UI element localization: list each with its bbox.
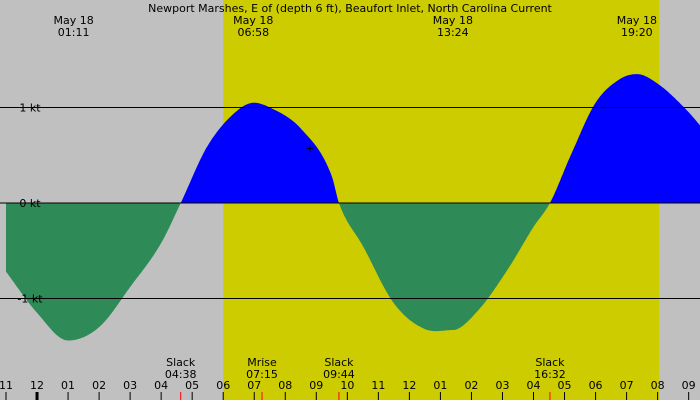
x-tick-label-8: 07 (247, 379, 261, 392)
x-tick-label-4: 03 (123, 379, 137, 392)
top-date-label-2: May 18 (433, 14, 473, 27)
x-tick-label-0: 11 (0, 379, 13, 392)
cursor-marker: + (305, 142, 314, 155)
event-time-1: 07:15 (246, 368, 278, 381)
ebb-area-0 (6, 203, 181, 341)
x-tick-label-1: 12 (30, 379, 44, 392)
event-time-2: 09:44 (323, 368, 355, 381)
top-time-label-0: 01:11 (58, 26, 90, 39)
top-time-label-2: 13:24 (437, 26, 469, 39)
event-name-3: Slack (535, 356, 565, 369)
y-tick-label-0: 1 kt (19, 102, 41, 115)
x-tick-label-5: 04 (154, 379, 168, 392)
top-time-label-3: 19:20 (621, 26, 653, 39)
event-time-0: 04:38 (165, 368, 197, 381)
x-tick-label-2: 01 (61, 379, 75, 392)
chart-title: Newport Marshes, E of (depth 6 ft), Beau… (148, 2, 552, 15)
x-tick-label-17: 04 (527, 379, 541, 392)
ebb-area-2 (339, 203, 550, 332)
y-tick-label-2: -1 kt (17, 293, 43, 306)
current-area-layer (6, 74, 700, 341)
event-name-0: Slack (166, 356, 196, 369)
y-tick-label-layer: 1 kt 0 kt -1 kt (17, 102, 43, 306)
flood-area-1 (180, 102, 339, 203)
top-date-label-0: May 18 (54, 14, 94, 27)
x-tick-label-16: 03 (495, 379, 509, 392)
x-tick-label-6: 05 (185, 379, 199, 392)
x-tick-label-21: 08 (651, 379, 665, 392)
x-tick-label-15: 02 (464, 379, 478, 392)
x-tick-label-13: 12 (402, 379, 416, 392)
x-tick-label-20: 07 (620, 379, 634, 392)
x-tick-label-19: 06 (589, 379, 603, 392)
gridline-layer (0, 107, 700, 299)
x-axis-layer: 11 12 01 02 03 04 05 06 07 08 09 10 11 12 01 02 03 04 05 06… (0, 379, 696, 400)
x-tick-label-7: 06 (216, 379, 230, 392)
x-tick-label-14: 01 (433, 379, 447, 392)
event-name-1: Mrise (247, 356, 277, 369)
x-tick-label-9: 08 (278, 379, 292, 392)
event-name-2: Slack (324, 356, 354, 369)
x-tick-label-3: 02 (92, 379, 106, 392)
x-tick-label-18: 05 (558, 379, 572, 392)
top-time-label-1: 06:58 (237, 26, 269, 39)
y-tick-label-1: 0 kt (19, 197, 41, 210)
x-tick-label-12: 11 (371, 379, 385, 392)
flood-area-3 (549, 74, 700, 203)
top-date-label-1: May 18 (233, 14, 273, 27)
x-tick-label-11: 10 (340, 379, 354, 392)
top-date-label-3: May 18 (617, 14, 657, 27)
x-tick-label-22: 09 (682, 379, 696, 392)
x-tick-label-10: 09 (309, 379, 323, 392)
event-time-3: 16:32 (534, 368, 566, 381)
